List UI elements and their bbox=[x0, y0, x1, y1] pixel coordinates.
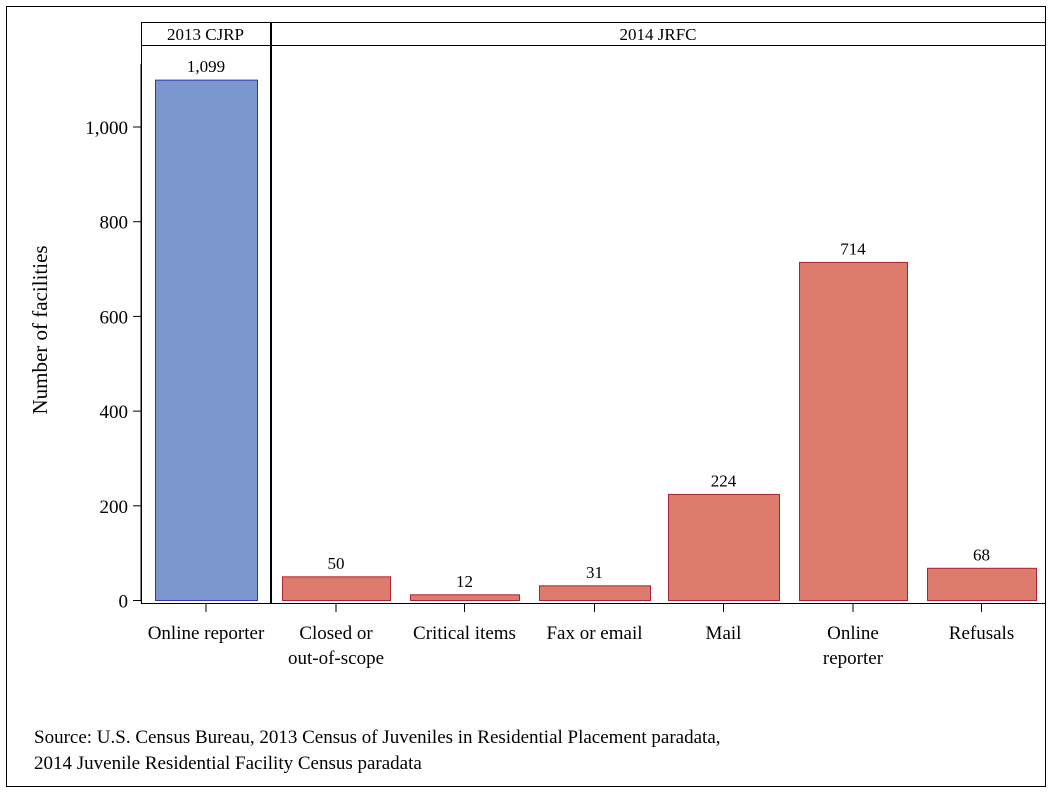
bar bbox=[155, 79, 258, 602]
y-tick-label: 600 bbox=[100, 307, 129, 328]
bar-value-label: 12 bbox=[456, 572, 473, 591]
x-tick-label: Online reporter bbox=[148, 623, 265, 644]
source-note: Source: U.S. Census Bureau, 2013 Census … bbox=[34, 725, 1014, 777]
x-tick-label: Fax or email bbox=[546, 623, 642, 644]
panel-header-label: 2013 CJRP bbox=[167, 25, 244, 44]
bar-value-label: 714 bbox=[840, 239, 866, 258]
y-tick-label: 200 bbox=[100, 497, 129, 518]
bar-value-label: 50 bbox=[328, 554, 345, 573]
source-line-1: Source: U.S. Census Bureau, 2013 Census … bbox=[34, 727, 721, 748]
source-line-2: 2014 Juvenile Residential Facility Censu… bbox=[34, 753, 422, 774]
bar-value-label: 1,099 bbox=[187, 57, 225, 76]
y-tick-label: 800 bbox=[100, 213, 129, 234]
bar bbox=[539, 585, 651, 601]
bar bbox=[927, 567, 1037, 601]
panel-header bbox=[141, 22, 271, 46]
bar-chart: Number of facilities 0 200 400 600 800 1,000 2… bbox=[28, 22, 1046, 669]
x-tick-label: out-of-scope bbox=[288, 648, 384, 669]
bar-value-label: 68 bbox=[973, 545, 990, 564]
panel-frame bbox=[271, 45, 1046, 604]
y-tick-label: 400 bbox=[100, 402, 129, 423]
x-tick-label: Online bbox=[827, 623, 879, 644]
y-tick-label: 0 bbox=[119, 592, 129, 613]
x-tick-label: Mail bbox=[706, 623, 742, 644]
bar-value-label: 224 bbox=[711, 471, 737, 490]
x-tick-label: reporter bbox=[823, 648, 884, 669]
bar bbox=[410, 594, 520, 601]
bar bbox=[668, 493, 780, 602]
panel-header-label: 2014 JRFC bbox=[620, 25, 697, 44]
x-tick-label: Critical items bbox=[413, 623, 516, 644]
y-tick-label: 1,000 bbox=[85, 118, 128, 139]
bar-value-label: 31 bbox=[586, 563, 603, 582]
bar bbox=[799, 261, 908, 601]
x-tick-label: Closed or bbox=[299, 623, 373, 644]
panel-header bbox=[271, 22, 1046, 46]
bar bbox=[282, 576, 391, 602]
x-tick-label: Refusals bbox=[949, 623, 1014, 644]
y-axis-label: Number of facilities bbox=[28, 245, 52, 414]
